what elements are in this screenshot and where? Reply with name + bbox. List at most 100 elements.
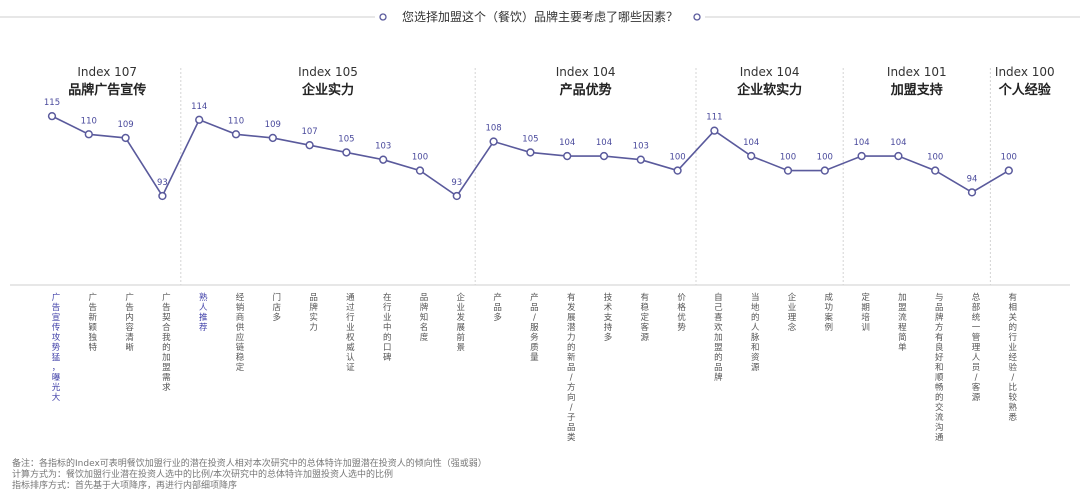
data-point: [710, 126, 719, 135]
series-points: [47, 111, 1013, 201]
category-label: 品牌知名度: [420, 293, 429, 343]
value-label: 93: [157, 178, 168, 188]
footnote-line: 指标排序方式：首先基于大项降序，再进行内部细项降序: [12, 479, 237, 491]
category-label: 成功案例: [825, 292, 834, 333]
value-label: 110: [81, 116, 97, 126]
data-point: [894, 151, 903, 161]
category-label: 技术支持多: [604, 292, 613, 343]
group-name-label: 产品优势: [560, 82, 612, 98]
data-point: [231, 130, 241, 139]
footnote-line: 备注：各指标的Index可表明餐饮加盟行业的潜在投资人相对本次研究中的总体特许加…: [12, 457, 487, 469]
group-name-label: 企业实力: [301, 82, 354, 98]
category-label: 有发展潜力的新品/方向/子品类: [567, 292, 576, 443]
data-point: [931, 166, 940, 175]
value-label: 100: [780, 153, 796, 163]
value-label: 103: [375, 142, 391, 152]
value-label: 100: [927, 153, 943, 163]
value-label: 104: [853, 138, 869, 148]
data-point: [747, 151, 756, 161]
data-point: [158, 191, 167, 201]
category-label: 有相关的行业经验/比较熟悉: [1009, 292, 1018, 423]
value-label: 105: [338, 134, 354, 144]
data-point: [563, 151, 572, 161]
value-label: 114: [191, 102, 207, 112]
category-label: 产品/服务质量: [530, 292, 539, 363]
group-name-label: 品牌广告宣传: [68, 82, 146, 98]
category-label: 门店多: [273, 292, 282, 323]
data-point: [121, 133, 130, 143]
value-label: 94: [967, 174, 978, 184]
value-label: 111: [706, 113, 722, 123]
value-labels: 115 110 109 93 114 110 109 107 105 103 100 93 108 105…: [44, 98, 1017, 188]
footnote-line: 计算方式为：餐饮加盟行业潜在投资人选中的比例/本次研究中的总体特许加盟投资人选中…: [12, 468, 393, 480]
group-index-label: Index 101: [887, 65, 947, 79]
category-label: 在行业中的口碑: [383, 292, 392, 363]
data-point: [526, 148, 535, 157]
category-label: 当地的人脉和资源: [751, 292, 760, 373]
data-point: [673, 166, 682, 175]
chart-title-text: 您选择加盟这个（餐饮）品牌主要考虑了哪些因素？: [402, 9, 678, 24]
value-label: 93: [451, 178, 462, 188]
category-label: 广告宣传攻势猛，曝光大: [52, 292, 61, 403]
group-index-label: Index 100: [995, 65, 1055, 79]
data-point: [415, 166, 425, 175]
category-label: 广告新颖独特: [89, 292, 98, 353]
category-label: 与品牌方有良好和顺畅的交流沟通: [935, 293, 944, 443]
group-index-label: Index 104: [556, 65, 616, 79]
data-point: [47, 111, 57, 121]
chart-title: 您选择加盟这个（餐饮）品牌主要考虑了哪些因素？: [0, 9, 1080, 24]
value-label: 105: [522, 134, 538, 144]
value-label: 109: [265, 120, 281, 130]
data-point: [857, 151, 866, 161]
data-point: [820, 166, 829, 175]
data-point: [342, 148, 351, 157]
title-bullet-left-icon: [379, 13, 387, 21]
footnotes: 备注：各指标的Index可表明餐饮加盟行业的潜在投资人相对本次研究中的总体特许加…: [12, 457, 487, 491]
category-label: 加盟流程简单: [898, 292, 907, 353]
value-label: 107: [301, 127, 317, 137]
data-point: [379, 155, 388, 164]
category-label: 广告内容清晰: [125, 292, 134, 353]
data-point: [452, 191, 461, 201]
value-label: 100: [817, 153, 833, 163]
category-label: 品牌实力: [309, 293, 318, 333]
category-label: 通过行业权威认证: [346, 292, 355, 373]
value-label: 100: [1001, 153, 1017, 163]
value-label: 103: [633, 142, 649, 152]
title-bullet-right-icon: [693, 13, 701, 21]
data-point: [84, 130, 93, 139]
value-label: 100: [412, 153, 428, 163]
group-index-label: Index 105: [298, 65, 358, 79]
group-index-label: Index 104: [740, 65, 800, 79]
group-index-label: Index 107: [77, 65, 137, 79]
data-point: [1004, 166, 1013, 175]
value-label: 104: [890, 138, 906, 148]
group-name-label: 加盟支持: [890, 82, 943, 98]
category-label: 总部统一管理人员/客源: [972, 292, 981, 403]
category-labels: 广告宣传攻势猛，曝光大 广告新颖独特 广告内容清晰 广告契合我的加盟需求 熟人推荐 经销商…: [52, 292, 1018, 443]
data-point: [599, 151, 609, 161]
value-label: 104: [559, 138, 575, 148]
category-label: 广告契合我的加盟需求: [162, 292, 171, 393]
value-label: 100: [669, 153, 685, 163]
category-label: 企业发展前景: [457, 292, 466, 353]
value-label: 115: [44, 98, 60, 108]
group-name-label: 个人经验: [998, 82, 1052, 98]
data-point: [195, 115, 204, 124]
category-label: 企业理念: [788, 292, 797, 333]
group-name-label: 企业软实力: [736, 82, 802, 98]
category-label: 熟人推荐: [199, 292, 208, 333]
category-label: 有稳定客源: [641, 292, 650, 343]
value-label: 108: [485, 124, 501, 134]
data-point: [489, 137, 498, 146]
group-headers: Index 107 品牌广告宣传 Index 105 企业实力 Index 104 产品优…: [68, 65, 1055, 285]
value-label: 110: [228, 116, 244, 126]
category-label: 自己喜欢加盟的品牌: [714, 292, 723, 383]
data-point: [268, 133, 277, 143]
data-point: [783, 166, 793, 175]
category-label: 产品多: [493, 292, 502, 323]
data-point: [305, 141, 314, 150]
category-label: 价格优势: [677, 293, 686, 333]
data-point: [967, 188, 977, 197]
